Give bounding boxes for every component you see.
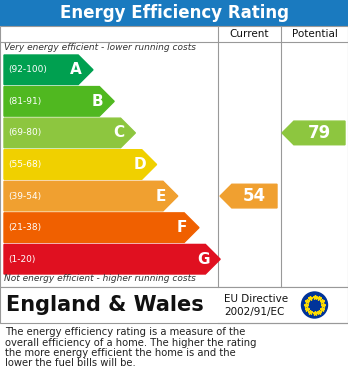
Text: (69-80): (69-80) (8, 128, 41, 137)
Text: (21-38): (21-38) (8, 223, 41, 232)
Polygon shape (4, 244, 220, 274)
Text: C: C (113, 126, 124, 140)
Text: A: A (70, 62, 82, 77)
Text: Not energy efficient - higher running costs: Not energy efficient - higher running co… (4, 274, 196, 283)
Text: (92-100): (92-100) (8, 65, 47, 74)
Text: lower the fuel bills will be.: lower the fuel bills will be. (5, 359, 136, 368)
Text: Very energy efficient - lower running costs: Very energy efficient - lower running co… (4, 43, 196, 52)
Text: (55-68): (55-68) (8, 160, 41, 169)
Polygon shape (4, 213, 199, 242)
Circle shape (301, 292, 327, 318)
Text: (39-54): (39-54) (8, 192, 41, 201)
Polygon shape (4, 118, 135, 148)
Text: F: F (177, 220, 187, 235)
Polygon shape (4, 55, 93, 84)
Polygon shape (4, 181, 178, 211)
Text: 79: 79 (308, 124, 331, 142)
Text: Potential: Potential (292, 29, 338, 39)
Text: Current: Current (230, 29, 269, 39)
Text: (1-20): (1-20) (8, 255, 35, 264)
Text: 2002/91/EC: 2002/91/EC (224, 307, 284, 317)
Text: EU Directive: EU Directive (224, 294, 288, 303)
Text: B: B (92, 94, 103, 109)
Text: E: E (156, 188, 166, 204)
Bar (0, 26, 348, 287)
Polygon shape (220, 184, 277, 208)
Text: Energy Efficiency Rating: Energy Efficiency Rating (60, 4, 288, 22)
Text: D: D (134, 157, 146, 172)
Text: overall efficiency of a home. The higher the rating: overall efficiency of a home. The higher… (5, 337, 256, 348)
Polygon shape (4, 86, 114, 116)
Text: the more energy efficient the home is and the: the more energy efficient the home is an… (5, 348, 236, 358)
Bar (0, 0, 348, 26)
Polygon shape (282, 121, 345, 145)
Text: The energy efficiency rating is a measure of the: The energy efficiency rating is a measur… (5, 327, 245, 337)
Text: England & Wales: England & Wales (6, 295, 204, 315)
Text: 54: 54 (243, 187, 266, 205)
Polygon shape (4, 150, 157, 179)
Text: G: G (197, 252, 209, 267)
Bar (0, 287, 348, 323)
Text: (81-91): (81-91) (8, 97, 41, 106)
